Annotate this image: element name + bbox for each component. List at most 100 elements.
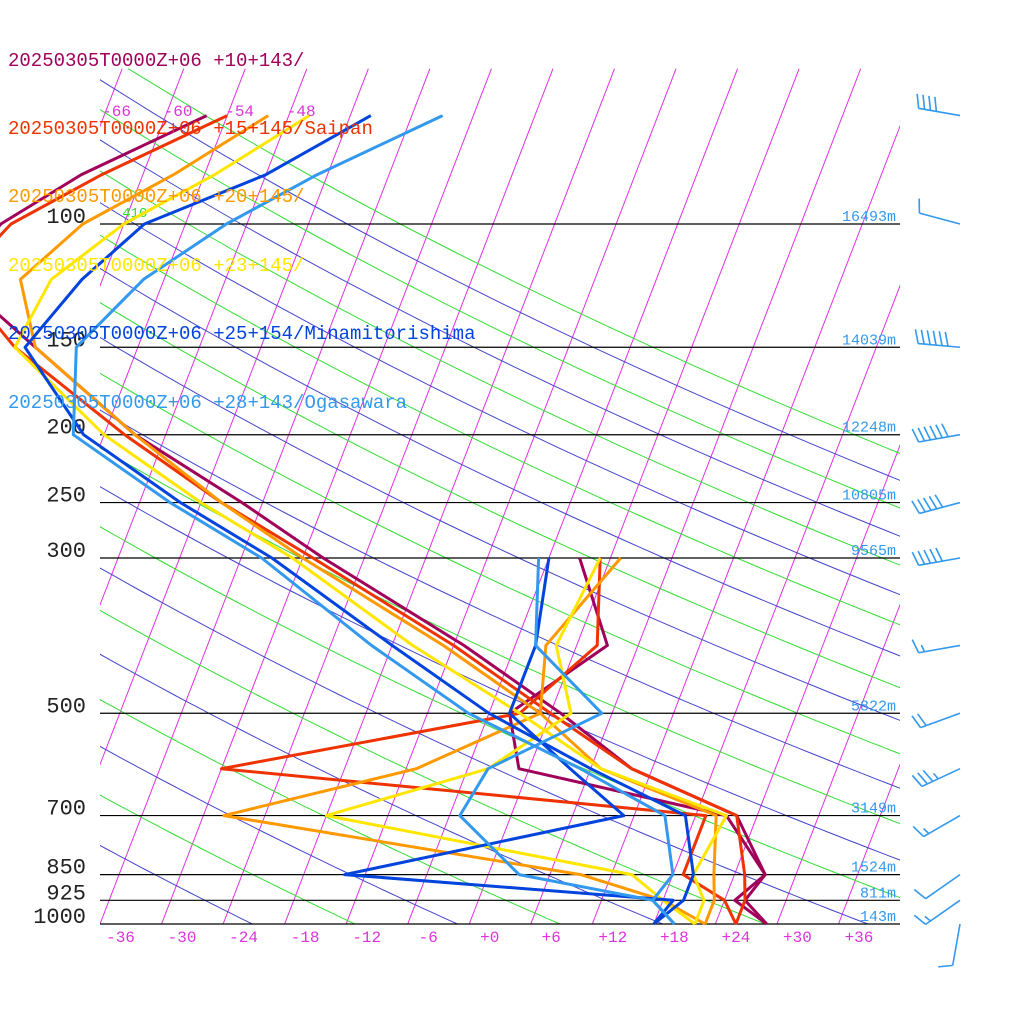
wind-barb [912, 814, 961, 838]
wind-barb [913, 899, 961, 926]
wind-barb [913, 873, 961, 900]
series-profile-line [0, 114, 768, 926]
wind-barb-feather [911, 428, 920, 443]
wind-barb-feather [934, 96, 938, 112]
wind-barb-feather [914, 329, 919, 344]
pressure-label: 250 [46, 484, 86, 509]
wind-barb-staff [918, 644, 961, 654]
moist-adiabat-line [100, 234, 900, 626]
wind-barb [911, 423, 961, 443]
wind-barb-feather [911, 639, 920, 654]
wind-barb-staff [918, 433, 961, 443]
height-label: 10805m [842, 488, 896, 505]
wind-barb-feather [932, 330, 937, 346]
series-group [23, 114, 695, 926]
wind-barb-feather [926, 330, 931, 345]
wind-barb-feather [920, 329, 925, 345]
series-profile-line [13, 114, 728, 925]
wind-barb-feather [934, 494, 944, 508]
x-tick-label: -30 [168, 929, 197, 947]
height-label: 16493m [842, 209, 896, 226]
series-temperature-line [458, 557, 676, 926]
dry-adiabat-line [100, 844, 253, 924]
moist-adiabat-line [100, 372, 900, 755]
wind-barb-feather [922, 497, 932, 511]
x-tick-label: +18 [660, 929, 689, 947]
series-profile-line [18, 114, 718, 925]
wind-barb [918, 198, 961, 225]
series-profile-line [0, 114, 747, 925]
isotherm-line [837, 763, 900, 924]
dry-adiabat-line [100, 202, 900, 596]
wind-barb-staff [925, 899, 961, 926]
wind-barb-feather [913, 914, 927, 926]
x-tick-label: +6 [542, 929, 561, 947]
dry-adiabat-line [100, 139, 900, 537]
moist-adiabat-line [100, 609, 766, 924]
x-tick-label: -36 [106, 929, 135, 947]
wind-barb-feather [941, 423, 949, 438]
isotherm-line [100, 68, 369, 766]
wind-barb-feather [935, 547, 943, 562]
height-label: 12248m [842, 420, 896, 437]
height-label: 1524m [851, 860, 896, 877]
isotherm-line [222, 68, 554, 924]
pressure-label: 500 [46, 694, 86, 719]
wind-barb-feather [929, 548, 938, 563]
pressure-label: 700 [46, 797, 86, 822]
wind-barb-feather [922, 94, 926, 110]
series-group [0, 114, 747, 925]
wind-barb-half-feather [924, 915, 932, 922]
isotherm-line [714, 443, 900, 924]
wind-barb [914, 329, 961, 349]
isotherm-line [100, 68, 431, 924]
isotherm-line [899, 922, 900, 924]
wind-barb [916, 93, 961, 117]
wind-barb-staff [925, 873, 961, 900]
wind-barb-feather [911, 715, 922, 729]
wind-barb-feather [917, 772, 928, 785]
wind-barb-staff [918, 557, 961, 567]
wind-barb [911, 494, 961, 515]
x-tick-label: -6 [419, 929, 438, 947]
series-temperature-line [219, 557, 738, 925]
legend-entry: 20250305T0000Z+06 +23+145/ [8, 254, 305, 277]
wind-barb-feather [944, 331, 949, 347]
isotherm-line [345, 68, 677, 924]
wind-barb-feather [935, 424, 943, 439]
series-temperature-line [222, 557, 706, 926]
height-label: 3149m [851, 801, 896, 818]
wind-barb-feather [938, 964, 953, 968]
wind-barb-feather [911, 774, 923, 787]
pressure-label: 925 [46, 881, 86, 906]
wind-barb-half-feather [920, 644, 926, 653]
isotherm-line [653, 284, 900, 924]
moist-adiabat-line [100, 794, 356, 924]
moist-adiabat-line [100, 699, 561, 924]
wind-barb-feather [938, 331, 943, 346]
wind-barb-staff [919, 501, 961, 515]
legend-entry: 20250305T0000Z+06 +20+145/ [8, 186, 305, 209]
x-tick-label: +12 [598, 929, 627, 947]
legend: 20250305T0000Z+06 +10+143/ 20250305T0000… [8, 4, 475, 437]
wind-barb-feather [911, 500, 921, 514]
dry-adiabat-line [100, 409, 900, 789]
axis-labels: 100150200250300500700850925100016493m140… [33, 103, 896, 947]
x-tick-label: +36 [845, 929, 874, 947]
dry-adiabat-line [100, 267, 900, 657]
upper-isotherm-label: -60 [164, 103, 193, 121]
series-profile-line [23, 114, 695, 926]
wind-barb-feather [922, 769, 934, 782]
wind-barb-staff [921, 767, 961, 788]
height-label: 5822m [851, 698, 896, 715]
series-profile-line [71, 114, 676, 926]
moist-adiabat-line [100, 301, 900, 689]
wind-barb-feather [929, 425, 938, 440]
x-tick-label: +24 [721, 929, 750, 947]
wind-barbs [911, 93, 961, 968]
wind-barb-feather [917, 427, 926, 442]
legend-entry: 20250305T0000Z+06 +25+154/Minamitorishim… [8, 323, 476, 346]
wind-barb-feather [911, 551, 920, 566]
wind-barb-staff [919, 212, 961, 225]
height-label: 811m [860, 885, 896, 902]
